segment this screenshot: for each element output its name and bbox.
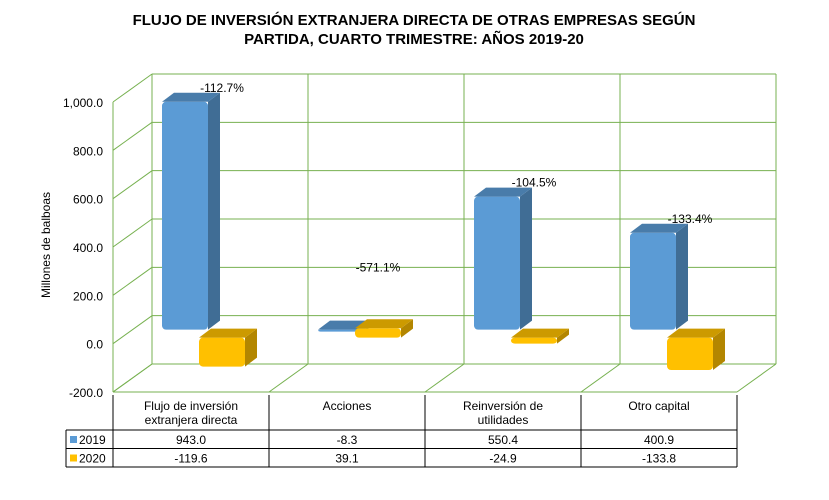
annotation-label: -104.5%	[512, 176, 557, 190]
category-label: Acciones	[323, 399, 372, 413]
bar-2020-side	[401, 319, 413, 338]
table-cell: 550.4	[488, 433, 518, 447]
gridline-side	[112, 315, 153, 345]
bar-2019-front	[474, 196, 520, 330]
category-label: extranjera directa	[145, 413, 238, 427]
table-cell: -119.6	[174, 452, 207, 466]
bar-2019-front	[162, 101, 208, 330]
category-label: Reinversión de	[463, 399, 543, 413]
y-axis-label: Millones de balboas	[39, 192, 53, 298]
category-label: Flujo de inversión	[144, 399, 238, 413]
table-cell: -24.9	[489, 452, 517, 466]
category-label: utilidades	[478, 413, 529, 427]
floor-line	[268, 363, 309, 393]
bar-2019-top	[630, 223, 688, 233]
gridline-side	[112, 170, 153, 200]
table-cell: -133.8	[642, 452, 676, 466]
annotation-label: -571.1%	[356, 260, 401, 274]
legend-label: 2020	[79, 452, 106, 466]
bar-2019-top	[474, 187, 532, 197]
y-tick-label: 0.0	[86, 338, 103, 352]
y-tick-label: 400.0	[73, 241, 103, 255]
gridline-side	[112, 73, 153, 103]
table-cell: 39.1	[335, 452, 359, 466]
bar-2020-front	[199, 337, 245, 367]
gridline-side	[112, 266, 153, 296]
table-cell: 400.9	[644, 433, 674, 447]
floor-line	[580, 363, 621, 393]
bar-2020-top	[667, 328, 725, 338]
chart-title: FLUJO DE INVERSIÓN EXTRANJERA DIRECTA DE…	[133, 11, 696, 29]
bar-2019-side	[520, 187, 532, 330]
bar-2019-side	[676, 223, 688, 330]
y-tick-label: 1,000.0	[63, 96, 103, 110]
bar-2020-top	[355, 319, 413, 329]
bar-2020-side	[713, 328, 725, 371]
legend-marker-2020	[70, 454, 77, 462]
bar-2020-front	[355, 328, 401, 338]
y-tick-label: 200.0	[73, 289, 103, 303]
floor-line	[736, 363, 777, 393]
bar-2019-side	[208, 92, 220, 330]
legend-marker-2019	[70, 436, 77, 443]
y-tick-label: 800.0	[73, 144, 103, 158]
table-cell: -8.3	[337, 433, 358, 447]
bar-2020-top	[199, 328, 257, 338]
bar-2020-top	[511, 328, 569, 338]
legend-label: 2019	[79, 433, 106, 447]
bar-2019-front	[630, 232, 676, 330]
bar-2020-side	[245, 328, 257, 367]
bar-2020-side	[557, 328, 569, 344]
gridline-side	[112, 121, 153, 151]
bar-2020-front	[667, 337, 713, 371]
bar-2019-top	[162, 92, 220, 102]
gridline-side	[112, 218, 153, 248]
y-tick-label: -200.0	[69, 386, 103, 400]
annotation-label: -133.4%	[668, 212, 713, 226]
floor-line	[112, 363, 153, 393]
table-cell: 943.0	[176, 433, 206, 447]
annotation-label: -112.7%	[200, 81, 244, 95]
bar-2019-front	[318, 329, 364, 332]
bar-2020-front	[511, 337, 557, 344]
category-label: Otro capital	[628, 399, 689, 413]
y-tick-label: 600.0	[73, 193, 103, 207]
chart-title: PARTIDA, CUARTO TRIMESTRE: AÑOS 2019-20	[244, 30, 584, 48]
floor-line	[424, 363, 465, 393]
